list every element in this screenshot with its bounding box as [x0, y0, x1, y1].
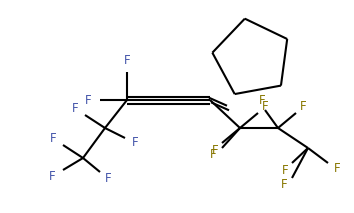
Text: F: F — [124, 53, 130, 66]
Text: F: F — [262, 101, 268, 114]
Text: F: F — [212, 144, 218, 157]
Text: F: F — [334, 161, 340, 174]
Text: F: F — [259, 94, 265, 106]
Text: F: F — [282, 164, 288, 177]
Text: F: F — [210, 148, 216, 161]
Text: F: F — [49, 170, 55, 184]
Text: F: F — [300, 99, 306, 112]
Text: F: F — [132, 137, 138, 150]
Text: F: F — [85, 94, 91, 106]
Text: F: F — [281, 178, 287, 191]
Text: F: F — [72, 102, 78, 115]
Text: F: F — [50, 131, 56, 144]
Text: F: F — [105, 171, 111, 184]
